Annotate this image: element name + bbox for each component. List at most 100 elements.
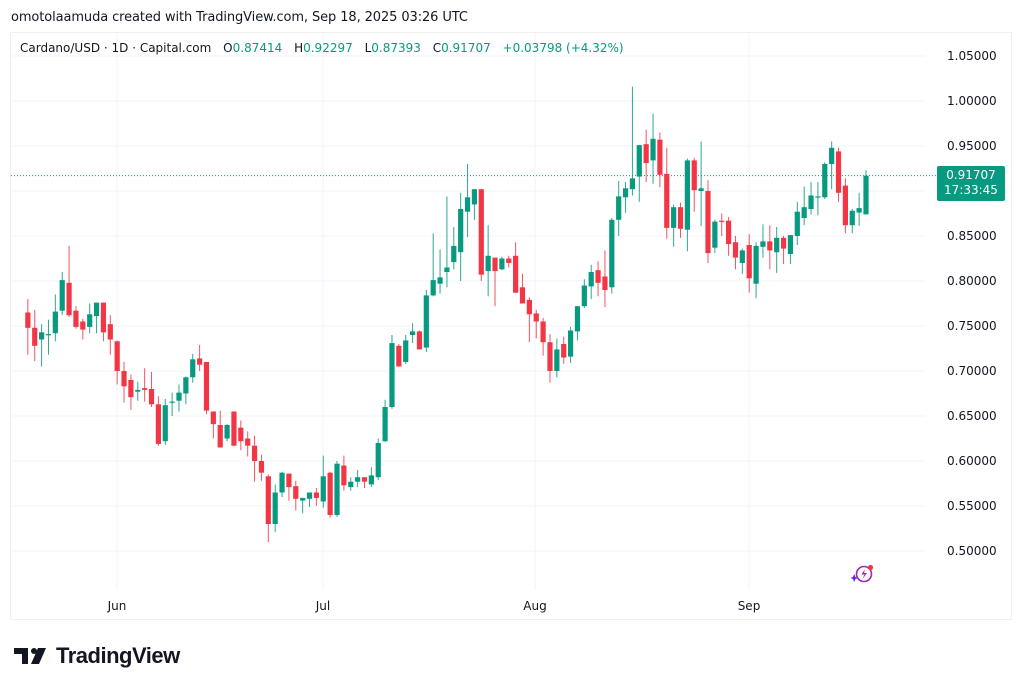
candle-body [142,388,148,390]
candle-body [32,327,38,346]
y-axis-tick-label: 0.60000 [947,454,997,468]
change-value: +0.03798 (+4.32%) [502,41,624,55]
candle-body [409,331,416,335]
candle-body [643,144,649,164]
candle-body [59,280,65,311]
candle-body [272,492,278,524]
candle-body [66,282,72,316]
y-axis-tick-label: 1.05000 [947,49,997,63]
candle-body [863,175,869,215]
candle-body [567,330,574,357]
candle-body [169,401,175,403]
candle-body [286,473,292,488]
close-key: C [432,41,442,55]
candle-body [251,445,258,461]
candle-body [753,245,759,284]
candle-body [73,310,79,327]
candle-body [684,160,690,230]
candle-body [190,359,196,378]
candle-body [561,344,567,358]
candle-body [238,427,244,442]
candle-body [334,463,340,515]
candle-body [306,492,313,499]
candle-body [279,472,285,493]
low-key: L [364,41,372,55]
candle-body [444,267,450,272]
candle-body [506,258,512,263]
candle-body [87,314,93,327]
candle-body [719,220,725,222]
x-axis-tick-label: Jul [315,599,330,613]
candle-body [760,241,766,247]
candle-body [80,321,86,330]
candle-body [691,160,697,191]
bar-countdown: 17:33:45 [944,183,998,197]
candle-body [162,405,168,442]
candle-body [554,349,560,371]
candle-body [430,280,436,296]
candle-body [636,145,642,177]
candle-body [526,299,532,315]
close-value: 0.91707 [441,41,491,55]
candle-body [547,342,553,371]
candle-body [148,389,155,405]
candle-body [135,389,141,392]
candle-body [39,332,45,340]
tradingview-logo-icon [14,648,46,664]
attribution-text: omotolaamuda created with TradingView.co… [11,10,468,25]
symbol-label[interactable]: Cardano/USD · 1D · Capital.com [20,41,212,55]
candle-body [664,173,670,228]
candle-body [705,191,711,254]
y-axis-tick-label: 0.55000 [947,499,997,513]
candle-body [581,285,587,307]
x-axis-tick-label: Jun [107,599,127,613]
candle-body [128,380,134,398]
x-axis-tick-label: Sep [738,599,761,613]
candle-body [849,210,855,226]
candle-body [300,497,306,501]
candle-body [794,211,800,236]
candle-body [712,221,718,248]
ai-sparkle-icon[interactable] [847,563,877,585]
y-axis-tick-label: 0.50000 [947,544,997,558]
y-axis-tick-label: 0.75000 [947,319,997,333]
candle-body [52,311,58,334]
open-key: O [223,41,233,55]
candle-body [375,443,381,478]
candle-body [780,237,787,249]
candle-body [45,334,52,336]
candle-body [622,188,629,198]
candle-body [774,237,780,253]
candle-body [829,147,835,164]
candle-body [231,411,237,446]
candle-body [183,377,189,394]
candle-body [519,287,526,304]
candle-body [588,272,594,287]
ohlc-legend: Cardano/USD · 1D · Capital.com O0.87414 … [20,41,624,55]
candle-body [650,138,656,161]
candle-body [217,425,223,448]
candle-body [808,195,814,209]
chart-frame[interactable] [10,32,1012,620]
candle-body [361,477,368,482]
candle-body [842,185,848,226]
candle-body [114,341,120,371]
candle-body [327,472,333,515]
candle-body [355,477,361,482]
candle-body [389,343,395,407]
candle-body [478,189,484,275]
candle-body [197,358,203,365]
candle-body [176,392,182,401]
candle-body [822,164,828,198]
tradingview-logo[interactable]: TradingView [14,641,180,671]
candle-body [726,220,732,245]
x-axis-tick-label: Aug [523,599,546,613]
candle-body [657,139,663,175]
candle-body [602,276,608,290]
candle-body [815,196,821,198]
candle-body [368,475,374,485]
y-axis-tick-label: 1.00000 [947,94,997,108]
candle-body [671,207,677,228]
candle-body [464,197,471,212]
